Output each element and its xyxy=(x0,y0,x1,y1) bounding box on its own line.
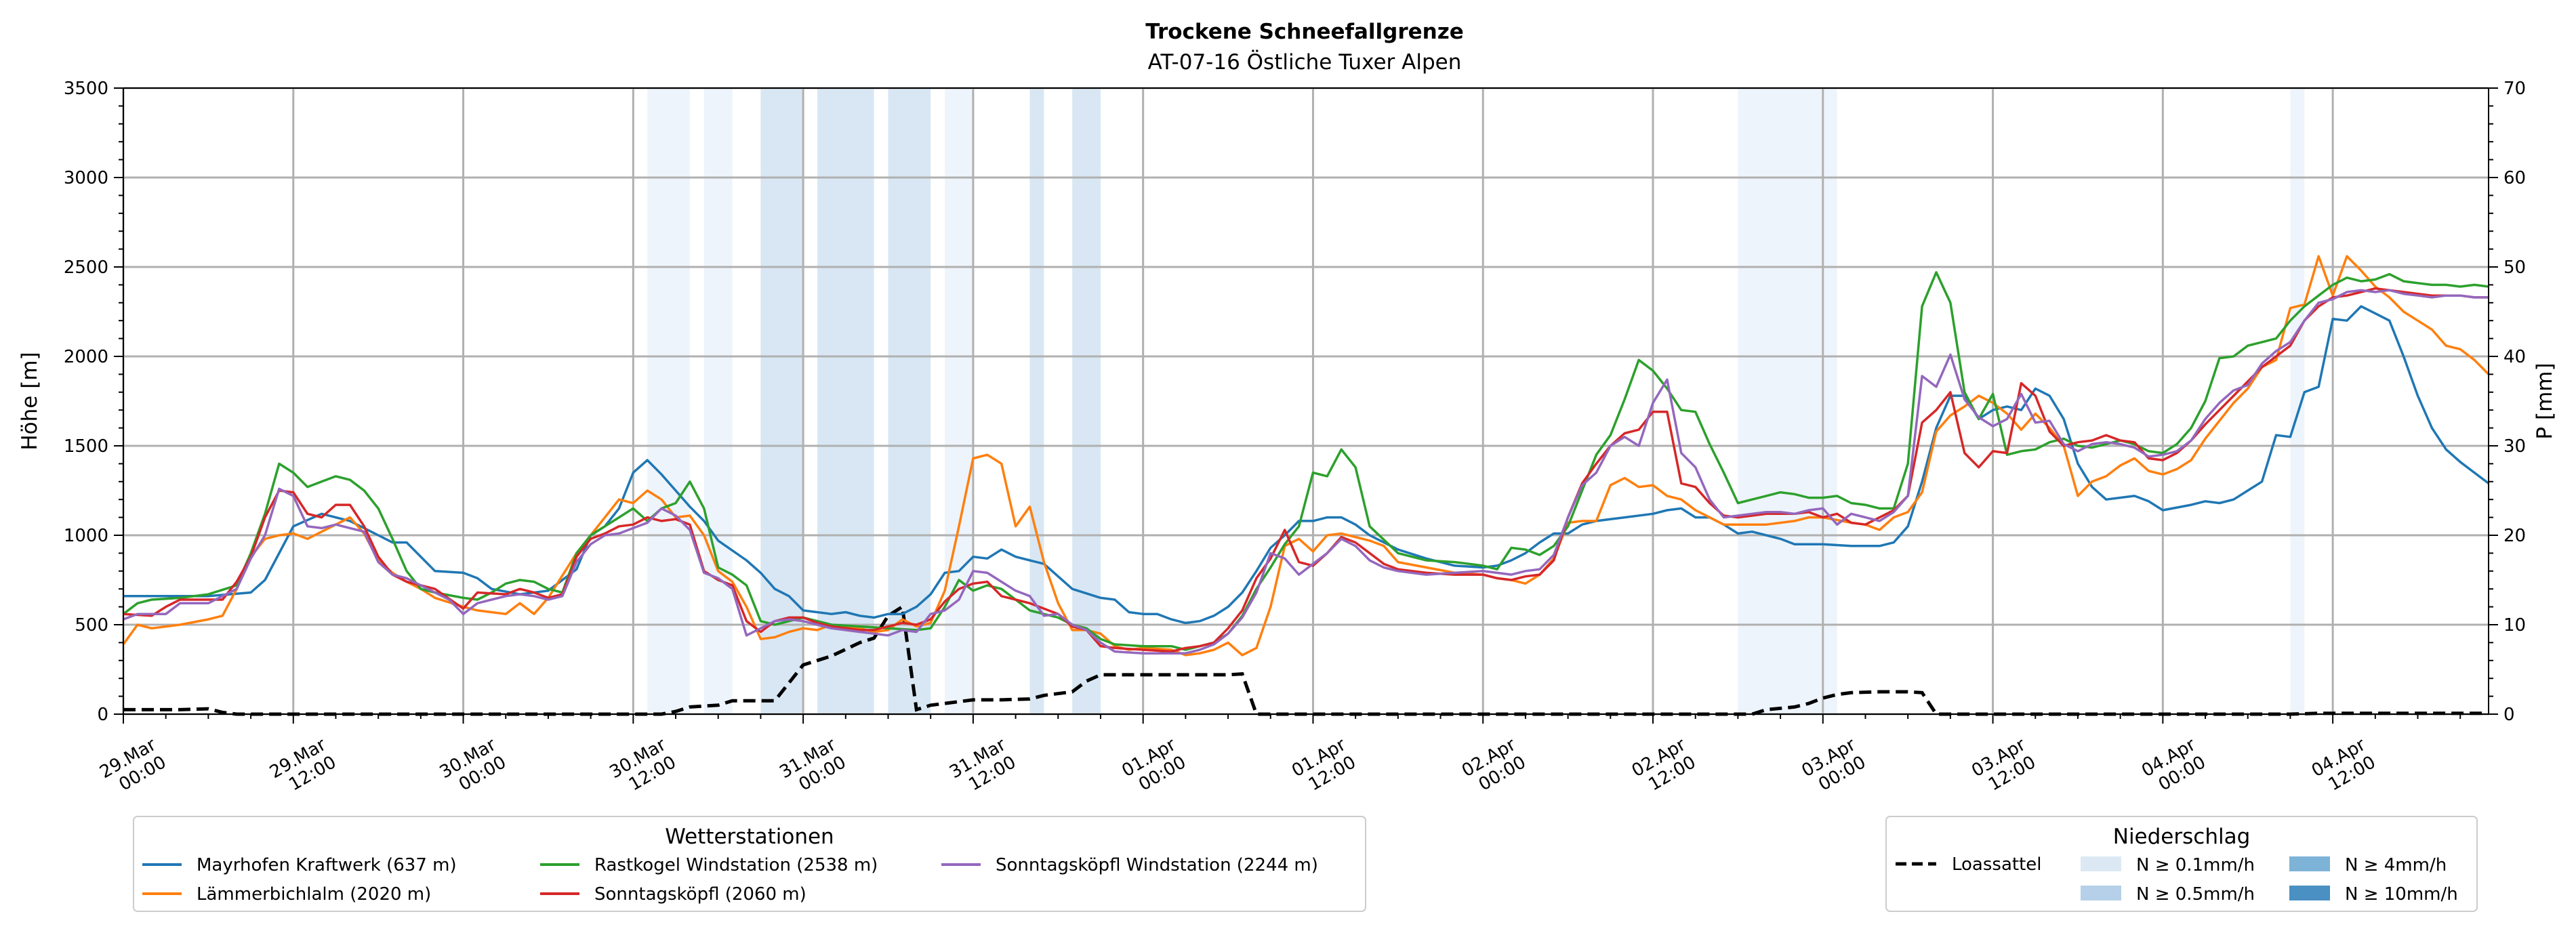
legend-label-l-mmerbichlalm-2020-m: Lämmerbichlalm (2020 m) xyxy=(197,884,431,905)
y-axis-label: Höhe [m] xyxy=(18,352,42,450)
chart-title: Trockene Schneefallgrenze xyxy=(1145,20,1464,44)
y-tick-label-1500: 1500 xyxy=(64,436,108,457)
legend-loassattel-label: Loassattel xyxy=(1952,854,2042,875)
precip-band-0 xyxy=(647,88,690,714)
y-tick-label-500: 500 xyxy=(75,615,108,636)
y-tick-label-3500: 3500 xyxy=(64,79,108,99)
precip-band-2 xyxy=(760,88,804,714)
y-tick-label-3000: 3000 xyxy=(64,168,108,188)
legend-stations-frame xyxy=(133,816,1366,912)
legend-precip-swatch-2 xyxy=(2289,856,2330,871)
series-line-mayrhofen-kraftwerk-637-m xyxy=(123,305,2490,625)
y-tick-label-1000: 1000 xyxy=(64,526,108,546)
y-tick-label-2000: 2000 xyxy=(64,347,108,367)
precip-band-5 xyxy=(945,88,973,714)
precip-band-1 xyxy=(703,88,733,714)
legend-label-sonntagsk-pfl-2060-m: Sonntagsköpfl (2060 m) xyxy=(594,884,806,905)
series-line-l-mmerbichlalm-2020-m xyxy=(122,255,2490,657)
series-lines xyxy=(122,255,2490,657)
series-line-loassattel xyxy=(123,604,2489,716)
legend-precip-label-2: N ≥ 4mm/h xyxy=(2345,855,2447,875)
y2-tick-label-40: 40 xyxy=(2503,347,2526,367)
y2-tick-label-60: 60 xyxy=(2503,168,2526,188)
y2-tick-label-10: 10 xyxy=(2503,615,2526,636)
legend-precip-swatch-3 xyxy=(2289,886,2330,900)
y-axis-left: 0 500 1000 1500 2000 2500 3000 3500 xyxy=(64,79,123,725)
y2-tick-label-20: 20 xyxy=(2503,526,2526,546)
plot-frame xyxy=(123,87,2489,715)
y2-tick-label-70: 70 xyxy=(2503,79,2526,99)
legend-precip-label-3: N ≥ 10mm/h xyxy=(2345,884,2458,905)
precip-band-6 xyxy=(1029,88,1044,714)
y2-axis-label: P [mm] xyxy=(2533,362,2557,439)
legend-precip: Niederschlag Loassattel N ≥ 0.1mm/h N ≥ 0… xyxy=(1885,816,2478,912)
precip-band-7 xyxy=(1072,88,1101,714)
chart-subtitle: AT-07-16 Östliche Tuxer Alpen xyxy=(1148,49,1462,75)
precip-line-layer xyxy=(123,604,2489,716)
legend-precip-label-1: N ≥ 0.5mm/h xyxy=(2136,884,2255,905)
y2-tick-label-50: 50 xyxy=(2503,257,2526,278)
precip-band-3 xyxy=(817,88,874,714)
y-tick-label-2500: 2500 xyxy=(64,257,108,278)
y-axis-right: 0 10 20 30 40 50 60 70 xyxy=(2489,79,2526,725)
y2-tick-label-30: 30 xyxy=(2503,436,2526,457)
legend-stations-title: Wetterstationen xyxy=(665,825,834,849)
legend-label-rastkogel-windstation-2538-m: Rastkogel Windstation (2538 m) xyxy=(594,855,878,875)
legend-precip-swatch-0 xyxy=(2081,856,2121,871)
legend-precip-label-0: N ≥ 0.1mm/h xyxy=(2136,855,2255,875)
legend-label-sonntagsk-pfl-windstation-2244-m: Sonntagsköpfl Windstation (2244 m) xyxy=(996,855,1318,875)
y2-tick-label-0: 0 xyxy=(2503,705,2515,725)
legend-precip-title: Niederschlag xyxy=(2113,825,2251,849)
legend-label-mayrhofen-kraftwerk-637-m: Mayrhofen Kraftwerk (637 m) xyxy=(197,855,457,875)
series-line-sonntagsk-pfl-windstation-2244-m xyxy=(123,289,2489,655)
legend-precip-swatch-1 xyxy=(2081,886,2121,900)
precip-band-9 xyxy=(2290,88,2305,714)
legend-stations: Wetterstationen Mayrhofen Kraftwerk (637… xyxy=(133,816,1366,912)
y-tick-label-0: 0 xyxy=(97,705,108,725)
grid xyxy=(122,87,2489,716)
precip-band-8 xyxy=(1738,88,1837,714)
